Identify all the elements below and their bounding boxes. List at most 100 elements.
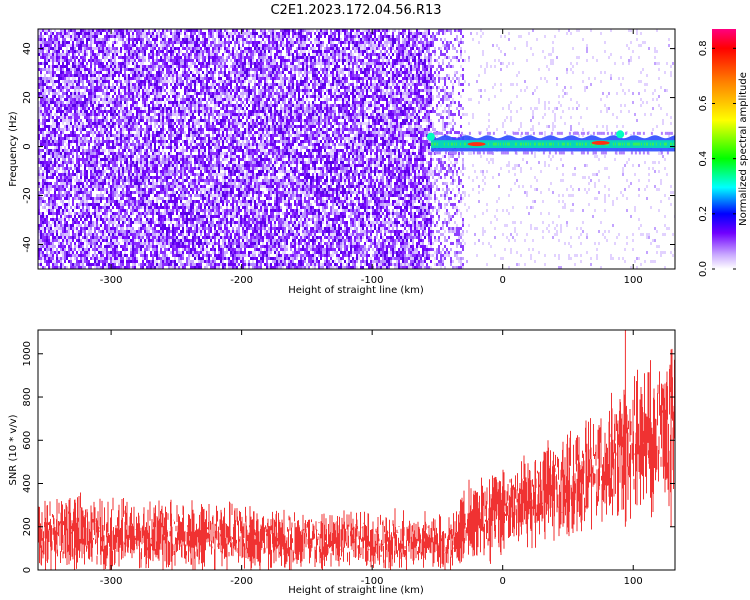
spectrogram-cell: [40, 56, 42, 59]
spectrogram-cell: [96, 80, 98, 83]
spectrogram-cell: [42, 206, 44, 209]
spectrogram-cell: [162, 191, 164, 194]
spectrogram-cell: [184, 59, 186, 62]
spectrogram-cell: [64, 149, 66, 152]
spectrogram-cell: [44, 236, 46, 239]
spectrogram-cell: [56, 92, 58, 95]
spectrogram-cell: [38, 50, 40, 53]
spectrogram-cell: [50, 128, 52, 131]
spectrogram-cell: [106, 32, 108, 35]
spectrogram-cell: [74, 44, 76, 47]
spectrogram-cell: [42, 92, 44, 95]
spectrogram-cell: [84, 203, 86, 206]
spectrogram-cell: [182, 80, 184, 83]
spectrogram-cell: [184, 266, 186, 269]
spectrogram-cell: [106, 143, 108, 146]
spectrogram-cell: [42, 125, 44, 128]
spectrogram-cell: [74, 248, 76, 251]
spectrogram-cell: [166, 74, 168, 77]
spectrogram-cell: [152, 221, 154, 224]
spectrogram-cell: [88, 101, 90, 104]
spectrogram-cell: [62, 176, 64, 179]
spectrogram-cell: [130, 209, 132, 212]
spectrogram-cell: [154, 263, 156, 266]
spectrogram-cell: [74, 134, 76, 137]
spectrogram-cell: [48, 89, 50, 92]
spectrogram-cell: [82, 104, 84, 107]
spectrogram-cell: [136, 215, 138, 218]
spectrogram-cell: [76, 188, 78, 191]
spectrogram-cell: [136, 248, 138, 251]
spectrogram-cell: [122, 98, 124, 101]
spectrogram-cell: [90, 122, 92, 125]
spectrogram-cell: [188, 191, 190, 194]
spectrogram-cell: [118, 233, 120, 236]
spectrogram-cell: [162, 239, 164, 242]
spectrogram-cell: [96, 197, 98, 200]
spectrogram-cell: [188, 185, 190, 188]
spectrogram-cell: [134, 71, 136, 74]
spectrogram-cell: [98, 182, 100, 185]
spectrogram-cell: [42, 242, 44, 245]
spectrogram-cell: [178, 188, 180, 191]
spectrogram-cell: [162, 47, 164, 50]
spectrogram-cell: [152, 215, 154, 218]
spectrogram-cell: [92, 188, 94, 191]
spectrogram-cell: [182, 221, 184, 224]
spectrogram-cell: [134, 65, 136, 68]
spectrogram-cell: [160, 86, 162, 89]
spectrogram-cell: [40, 131, 42, 134]
spectrogram-cell: [160, 101, 162, 104]
spectrogram-cell: [38, 38, 40, 41]
spectrogram-cell: [98, 80, 100, 83]
spectrogram-cell: [172, 248, 174, 251]
spectrogram-cell: [146, 122, 148, 125]
spectrogram-cell: [186, 104, 188, 107]
spectrogram-cell: [144, 59, 146, 62]
spectrogram-cell: [184, 89, 186, 92]
spectrogram-cell: [146, 44, 148, 47]
spectrogram-cell: [140, 56, 142, 59]
spectrogram-cell: [44, 260, 46, 263]
spectrogram-cell: [58, 146, 60, 149]
spectrogram-cell: [172, 131, 174, 134]
spectrogram-cell: [188, 218, 190, 221]
spectrogram-cell: [146, 104, 148, 107]
spectrogram-cell: [46, 164, 48, 167]
spectrogram-cell: [96, 35, 98, 38]
spectrogram-cell: [92, 125, 94, 128]
spectrogram-cell: [164, 161, 166, 164]
spectrogram-cell: [94, 38, 96, 41]
spectrogram-cell: [42, 191, 44, 194]
spectrogram-cell: [172, 164, 174, 167]
spectrogram-cell: [104, 119, 106, 122]
spectrogram-cell: [80, 110, 82, 113]
spectrogram-cell: [160, 212, 162, 215]
spectrogram-cell: [60, 35, 62, 38]
spectrogram-cell: [64, 29, 66, 32]
spectrogram-cell: [116, 53, 118, 56]
spectrogram-cell: [94, 92, 96, 95]
spectrogram-cell: [160, 77, 162, 80]
spectrogram-cell: [78, 206, 80, 209]
spectrogram-cell: [84, 32, 86, 35]
spectrogram-cell: [98, 155, 100, 158]
spectrogram-cell: [44, 134, 46, 137]
spectrogram-cell: [56, 101, 58, 104]
spectrogram-cell: [60, 182, 62, 185]
spectrogram-cell: [100, 170, 102, 173]
spectrogram-cell: [86, 77, 88, 80]
spectrogram-cell: [92, 248, 94, 251]
spectrogram-cell: [82, 38, 84, 41]
spectrogram-cell: [82, 185, 84, 188]
spectrogram-cell: [156, 32, 158, 35]
spectrogram-cell: [128, 41, 130, 44]
spectrogram-cell: [160, 221, 162, 224]
spectrogram-cell: [172, 188, 174, 191]
spectrogram-cell: [62, 179, 64, 182]
spectrogram-cell: [106, 86, 108, 89]
spectrogram-cell: [186, 206, 188, 209]
spectrogram-cell: [72, 158, 74, 161]
spectrogram-cell: [176, 65, 178, 68]
spectrogram-cell: [70, 260, 72, 263]
